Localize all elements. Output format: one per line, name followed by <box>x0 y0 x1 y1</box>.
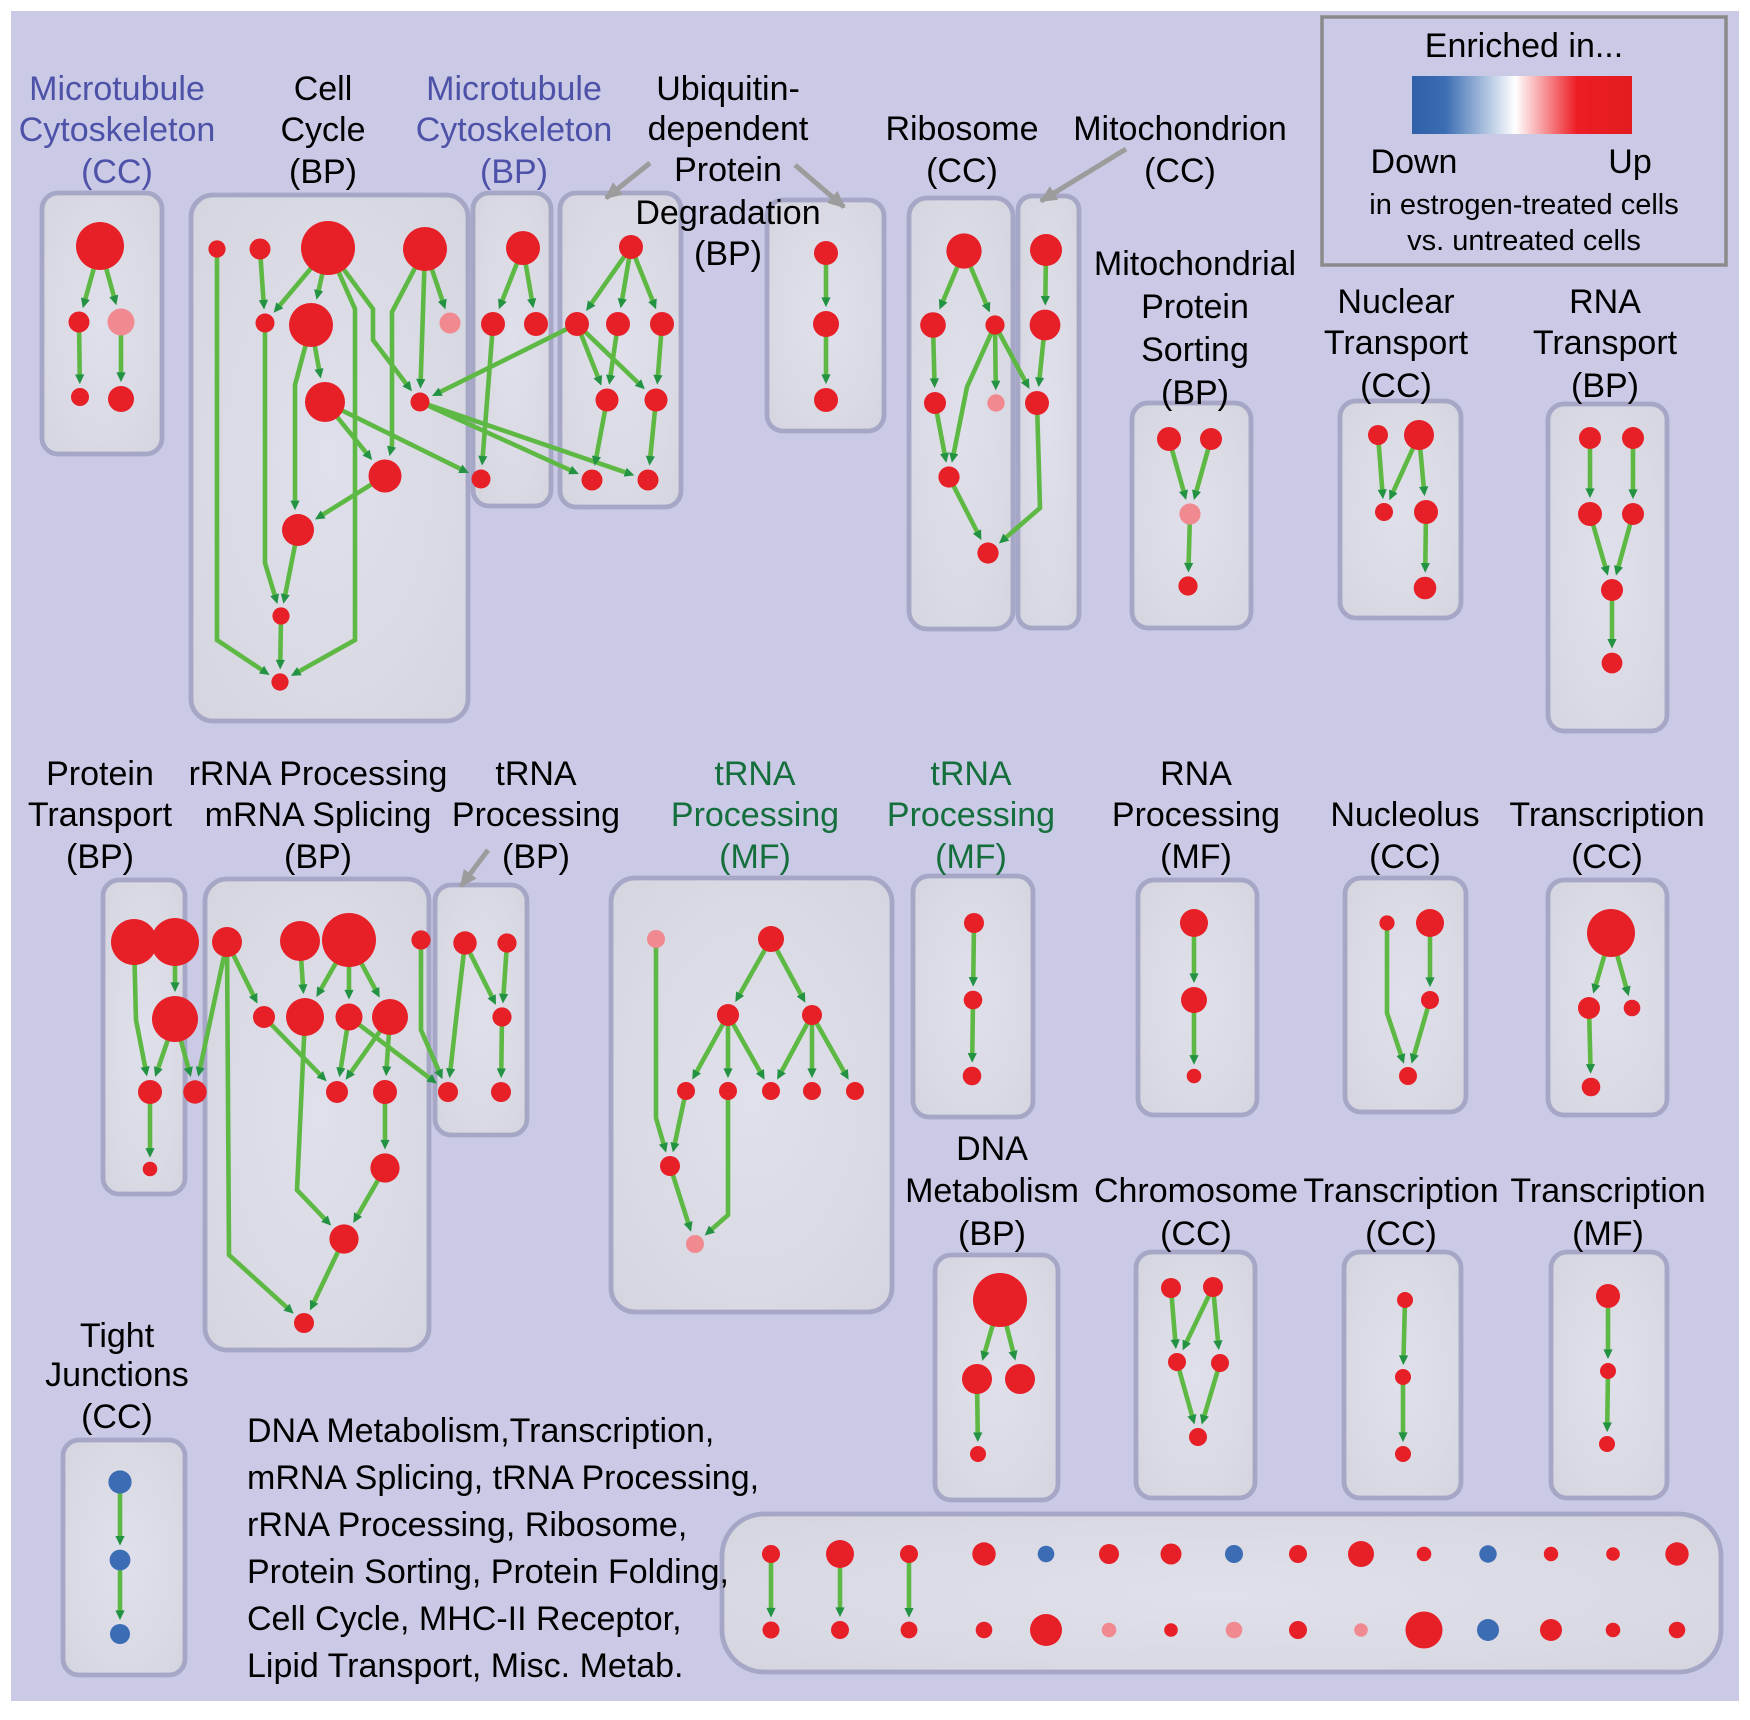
svg-text:Enriched in...: Enriched in... <box>1425 27 1623 65</box>
svg-text:Processing: Processing <box>671 796 839 834</box>
svg-text:mRNA Splicing, tRNA Processing: mRNA Splicing, tRNA Processing, <box>247 1459 759 1497</box>
svg-text:Nucleolus: Nucleolus <box>1330 796 1479 834</box>
svg-text:Sorting: Sorting <box>1141 331 1249 369</box>
svg-text:Cytoskeleton: Cytoskeleton <box>19 111 216 149</box>
svg-text:Chromosome: Chromosome <box>1094 1172 1298 1210</box>
svg-text:Processing: Processing <box>887 796 1055 834</box>
svg-text:Up: Up <box>1608 143 1651 181</box>
svg-text:(BP): (BP) <box>694 235 762 273</box>
svg-text:(MF): (MF) <box>935 838 1007 876</box>
svg-text:(BP): (BP) <box>502 838 570 876</box>
svg-text:(MF): (MF) <box>1160 838 1232 876</box>
svg-text:Microtubule: Microtubule <box>426 70 602 108</box>
svg-text:rRNA Processing, Ribosome,: rRNA Processing, Ribosome, <box>247 1506 687 1544</box>
svg-text:Transport: Transport <box>1324 324 1469 362</box>
svg-text:Protein Sorting, Protein Foldi: Protein Sorting, Protein Folding, <box>247 1553 729 1591</box>
svg-text:(CC): (CC) <box>1369 838 1441 876</box>
svg-text:(CC): (CC) <box>1160 1215 1232 1253</box>
svg-text:Processing: Processing <box>1112 796 1280 834</box>
svg-text:DNA: DNA <box>956 1130 1028 1168</box>
svg-text:Protein: Protein <box>46 755 154 793</box>
svg-text:Lipid Transport, Misc. Metab.: Lipid Transport, Misc. Metab. <box>247 1647 684 1685</box>
svg-text:(CC): (CC) <box>926 152 998 190</box>
svg-text:Ubiquitin-: Ubiquitin- <box>656 70 800 108</box>
svg-text:Nuclear: Nuclear <box>1337 283 1454 321</box>
svg-text:Mitochondrion: Mitochondrion <box>1073 110 1287 148</box>
svg-text:(BP): (BP) <box>284 838 352 876</box>
svg-text:tRNA: tRNA <box>714 755 796 793</box>
svg-text:Microtubule: Microtubule <box>29 70 205 108</box>
svg-text:(BP): (BP) <box>480 153 548 191</box>
svg-text:mRNA Splicing: mRNA Splicing <box>205 796 432 834</box>
svg-text:rRNA Processing: rRNA Processing <box>189 755 448 793</box>
svg-text:Transport: Transport <box>28 796 173 834</box>
svg-text:Ribosome: Ribosome <box>885 110 1038 148</box>
svg-text:(CC): (CC) <box>81 1398 153 1436</box>
svg-text:(BP): (BP) <box>66 838 134 876</box>
svg-text:(CC): (CC) <box>1365 1215 1437 1253</box>
svg-text:Processing: Processing <box>452 796 620 834</box>
svg-text:dependent: dependent <box>648 110 809 148</box>
svg-text:tRNA: tRNA <box>495 755 577 793</box>
svg-text:Cell Cycle, MHC-II Receptor,: Cell Cycle, MHC-II Receptor, <box>247 1600 682 1638</box>
svg-text:(BP): (BP) <box>958 1215 1026 1253</box>
svg-text:(CC): (CC) <box>1571 838 1643 876</box>
svg-text:Degradation: Degradation <box>635 194 820 232</box>
svg-text:(CC): (CC) <box>1360 367 1432 405</box>
svg-text:DNA Metabolism,Transcription,: DNA Metabolism,Transcription, <box>247 1412 714 1450</box>
svg-text:Protein: Protein <box>674 151 782 189</box>
svg-text:Transcription: Transcription <box>1509 796 1704 834</box>
svg-text:Transport: Transport <box>1533 324 1678 362</box>
svg-text:Cell: Cell <box>294 70 353 108</box>
svg-text:Cytoskeleton: Cytoskeleton <box>416 111 613 149</box>
svg-text:RNA: RNA <box>1569 283 1641 321</box>
svg-text:RNA: RNA <box>1160 755 1232 793</box>
svg-text:Transcription: Transcription <box>1510 1172 1705 1210</box>
svg-text:Transcription: Transcription <box>1303 1172 1498 1210</box>
svg-text:(BP): (BP) <box>289 153 357 191</box>
svg-text:Down: Down <box>1371 143 1458 181</box>
svg-text:in estrogen-treated cells: in estrogen-treated cells <box>1369 189 1679 221</box>
svg-text:(BP): (BP) <box>1571 367 1639 405</box>
svg-text:Protein: Protein <box>1141 288 1249 326</box>
svg-text:tRNA: tRNA <box>930 755 1012 793</box>
svg-text:Mitochondrial: Mitochondrial <box>1094 245 1296 283</box>
svg-text:Metabolism: Metabolism <box>905 1172 1079 1210</box>
svg-text:(BP): (BP) <box>1161 374 1229 412</box>
svg-text:(MF): (MF) <box>1572 1215 1644 1253</box>
svg-text:Tight: Tight <box>80 1317 155 1355</box>
svg-text:Cycle: Cycle <box>280 111 365 149</box>
svg-text:vs. untreated cells: vs. untreated cells <box>1407 225 1641 257</box>
svg-text:(CC): (CC) <box>81 153 153 191</box>
svg-text:(MF): (MF) <box>719 838 791 876</box>
svg-text:(CC): (CC) <box>1144 152 1216 190</box>
svg-text:Junctions: Junctions <box>45 1356 189 1394</box>
